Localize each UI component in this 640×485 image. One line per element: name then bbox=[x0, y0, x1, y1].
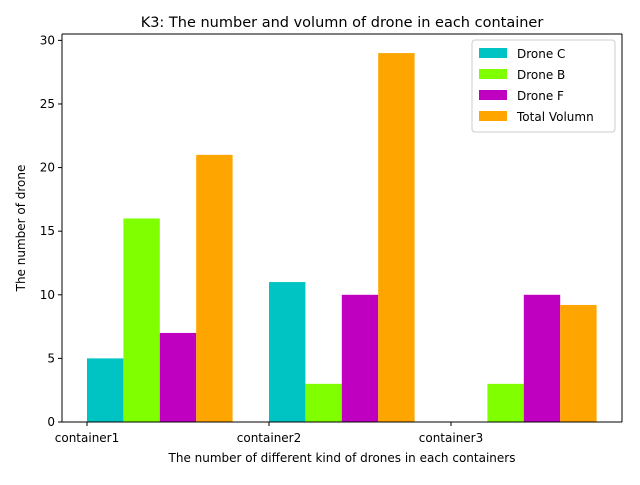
x-tick-label-container2: container2 bbox=[237, 431, 302, 445]
legend-swatch-drone-c bbox=[479, 48, 507, 58]
chart-title: K3: The number and volumn of drone in ea… bbox=[141, 15, 544, 31]
x-axis-label: The number of different kind of drones i… bbox=[168, 451, 516, 465]
bar-drone-b-container1 bbox=[123, 218, 160, 422]
legend-box bbox=[471, 39, 616, 133]
legend-label-total-volumn: Total Volumn bbox=[516, 110, 594, 124]
legend: Drone C Drone B Drone F Total Volumn bbox=[471, 39, 616, 133]
legend-label-drone-b: Drone B bbox=[517, 68, 565, 82]
legend-label-drone-f: Drone F bbox=[517, 89, 564, 103]
y-axis-label: The number of drone bbox=[14, 165, 28, 293]
bar-drone-c-container1 bbox=[87, 358, 124, 422]
x-tick-label-container3: container3 bbox=[419, 431, 484, 445]
bar-drone-f-container1 bbox=[159, 332, 197, 422]
legend-swatch-drone-f bbox=[479, 90, 507, 100]
y-tick-label-5: 5 bbox=[47, 351, 55, 365]
bar-total-volumn-container1 bbox=[196, 154, 233, 422]
legend-swatch-total-volumn bbox=[479, 111, 507, 121]
bar-drone-f-container3 bbox=[523, 294, 561, 422]
bar-drone-c-container2 bbox=[269, 282, 306, 422]
plot-area: 0 5 10 15 20 25 30 container1 container2 containe… bbox=[40, 33, 623, 445]
bar-total-volumn-container3 bbox=[560, 304, 597, 422]
y-tick-label-10: 10 bbox=[40, 288, 55, 302]
y-tick-label-25: 25 bbox=[40, 97, 55, 111]
y-tick-label-30: 30 bbox=[40, 33, 55, 47]
bar-drone-b-container2 bbox=[305, 383, 342, 422]
legend-label-drone-c: Drone C bbox=[517, 47, 565, 61]
y-tick-label-0: 0 bbox=[47, 415, 55, 429]
bar-drone-f-container2 bbox=[341, 294, 379, 422]
x-tick-label-container1: container1 bbox=[55, 431, 120, 445]
bar-drone-b-container3 bbox=[487, 383, 524, 422]
y-tick-label-20: 20 bbox=[40, 161, 55, 175]
y-tick-label-15: 15 bbox=[40, 224, 55, 238]
legend-swatch-drone-b bbox=[479, 69, 507, 79]
bar-total-volumn-container2 bbox=[378, 53, 415, 422]
